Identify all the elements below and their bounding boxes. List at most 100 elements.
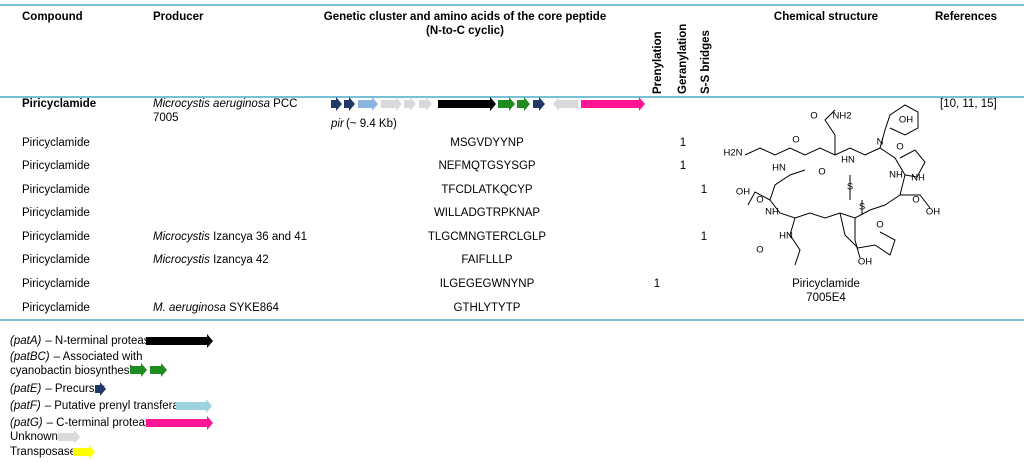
producer: Microcystis aeruginosa PCC 7005: [153, 97, 303, 125]
references: [10, 11, 15]: [940, 98, 997, 110]
gene-arrow: [381, 97, 402, 111]
legend-entry: (patE) – Precursor: [10, 383, 105, 395]
atom-label: OH: [899, 115, 913, 126]
gene-name: (patE): [10, 383, 41, 395]
header-cell: Chemical structure: [774, 11, 878, 23]
atom-label: O: [810, 111, 817, 122]
atom-label: OH: [858, 257, 872, 268]
producer: Microcystis Izancya 42: [153, 253, 269, 267]
chemical-structure: [744, 104, 931, 266]
legend-text: Transposase: [10, 446, 76, 458]
atom-label: N: [877, 137, 884, 148]
strain: SYKE864: [229, 302, 279, 314]
atom-label: S: [859, 202, 865, 213]
gene-arrow: [553, 97, 578, 111]
gene-arrow: [146, 334, 213, 348]
core-peptide: TLGCMNGTERCLGLP: [428, 231, 547, 243]
compound: Piricyclamide: [22, 160, 90, 172]
compound: Piricyclamide: [22, 207, 90, 219]
compound: Piricyclamide: [22, 98, 96, 110]
legend-entry: (patG) – C-terminal protease: [10, 417, 157, 429]
species: Microcystis aeruginosa: [153, 98, 270, 110]
gene-arrow: [150, 363, 167, 377]
header-cell: (N-to-C cyclic): [426, 25, 504, 37]
gene-arrow: [176, 399, 212, 413]
atom-label: NH: [765, 207, 779, 218]
gene-name: (patF): [10, 400, 41, 412]
compound: Piricyclamide: [22, 302, 90, 314]
gene-arrow: [404, 97, 416, 111]
legend-text: – Precursor: [45, 383, 105, 395]
atom-label: H2N: [723, 148, 742, 159]
core-peptide: GTHLYTYTP: [454, 302, 521, 314]
structure-caption: Piricyclamide: [792, 278, 860, 290]
cluster-size: (~ 9.4 Kb): [346, 118, 397, 130]
atom-label: S: [847, 182, 853, 193]
gene-arrow: [533, 97, 545, 111]
atom-label: OH: [926, 207, 940, 218]
header-cell: References: [935, 11, 997, 23]
atom-label: HN: [772, 163, 786, 174]
legend-text: – N-terminal protease: [45, 335, 156, 347]
header-cell: Compound: [22, 11, 83, 23]
producer: M. aeruginosa SYKE864: [153, 301, 279, 315]
legend-text: Unknown: [10, 431, 58, 443]
compound: Piricyclamide: [22, 137, 90, 149]
header-cell: Prenylation: [652, 31, 664, 94]
atom-label: O: [876, 220, 883, 231]
header-cell: S-S bridges: [700, 30, 712, 94]
count: 1: [680, 160, 686, 172]
atom-label: O: [912, 195, 919, 206]
atom-label: O: [818, 167, 825, 178]
atom-label: NH: [889, 170, 903, 181]
compound: Piricyclamide: [22, 278, 90, 290]
gene-arrow: [581, 97, 645, 111]
gene-name: (patG): [10, 417, 43, 429]
core-peptide: MSGVDYYNP: [450, 137, 524, 149]
gene-arrow: [95, 382, 106, 396]
count: 1: [701, 184, 707, 196]
compound: Piricyclamide: [22, 254, 90, 266]
legend-text: cyanobactin biosynthesis: [10, 365, 138, 377]
species: Microcystis: [153, 254, 210, 266]
legend-entry: (patBC) – Associated with: [10, 351, 142, 363]
gene-arrow: [331, 97, 342, 111]
atom-label: O: [792, 135, 799, 146]
gene-arrow: [73, 445, 95, 459]
core-peptide: FAIFLLLP: [461, 254, 512, 266]
legend-text: – Associated with: [54, 351, 143, 363]
gene-arrow: [146, 416, 213, 430]
header-cell: Geranylation: [677, 24, 689, 94]
compound: Piricyclamide: [22, 231, 90, 243]
core-peptide: ILGEGEGWNYNP: [440, 278, 535, 290]
legend-text: – C-terminal protease: [47, 417, 158, 429]
legend-entry: Unknown: [10, 431, 58, 443]
cluster-label: pir: [330, 118, 345, 130]
strain: Izancya 42: [213, 254, 269, 266]
gene-arrow: [419, 97, 432, 111]
atom-label: HN: [841, 155, 855, 166]
count: 1: [680, 137, 686, 149]
atom-label: HN: [779, 231, 793, 242]
header-cell: Genetic cluster and amino acids of the c…: [324, 11, 606, 23]
structure-caption: 7005E4: [806, 292, 846, 304]
core-peptide: WILLADGTRPKNAP: [434, 207, 540, 219]
gene-arrow: [358, 97, 378, 111]
count: 1: [654, 278, 660, 290]
header-cell: Producer: [153, 11, 204, 23]
gene-name: (patBC): [10, 351, 50, 363]
species: M. aeruginosa: [153, 302, 226, 314]
legend-entry: Transposase: [10, 446, 76, 458]
atom-label: O: [896, 142, 903, 153]
gene-arrow: [498, 97, 515, 111]
atom-label: NH2: [832, 111, 851, 122]
core-peptide: TFCDLATKQCYP: [441, 184, 532, 196]
gene-arrow: [517, 97, 530, 111]
core-peptide: NEFMQTGSYSGP: [438, 160, 535, 172]
atom-label: NH: [911, 173, 925, 184]
species: Microcystis: [153, 231, 210, 243]
compound: Piricyclamide: [22, 184, 90, 196]
gene-arrow: [344, 97, 355, 111]
